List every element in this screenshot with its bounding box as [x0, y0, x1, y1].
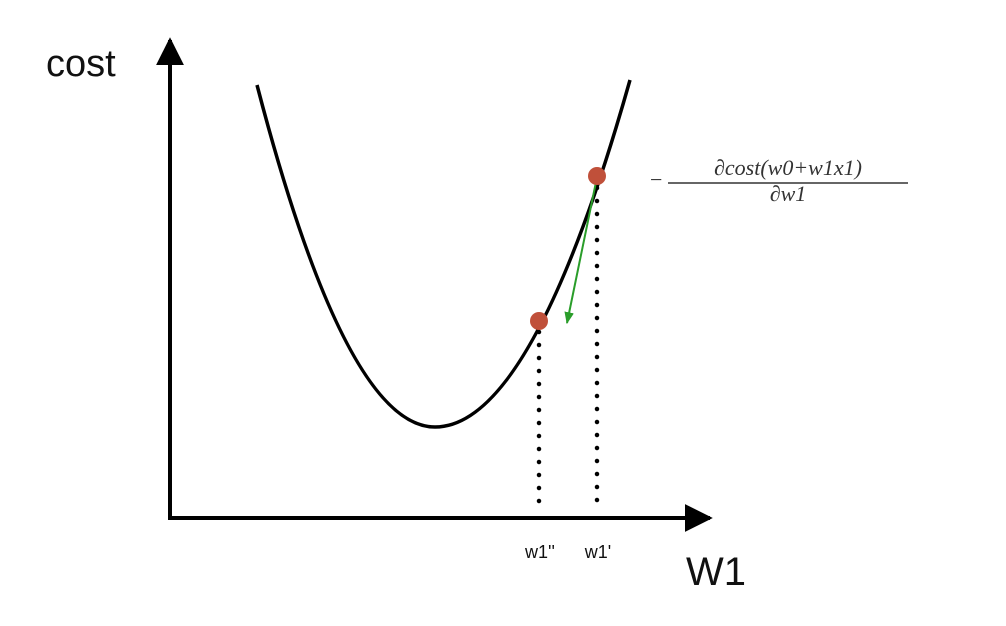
formula-numerator: ∂cost(w0+w1x1) [714, 155, 862, 180]
point [530, 312, 548, 330]
formula-denominator: ∂w1 [770, 181, 807, 206]
formula-sign: − [650, 167, 662, 192]
cost-curve [255, 79, 632, 429]
point [588, 167, 606, 185]
y-axis-label: cost [46, 43, 116, 85]
point-label: w1' [584, 542, 611, 562]
gradient-arrow [564, 181, 597, 325]
x-axis-label: W1 [686, 550, 746, 594]
point-label: w1'' [524, 542, 555, 562]
